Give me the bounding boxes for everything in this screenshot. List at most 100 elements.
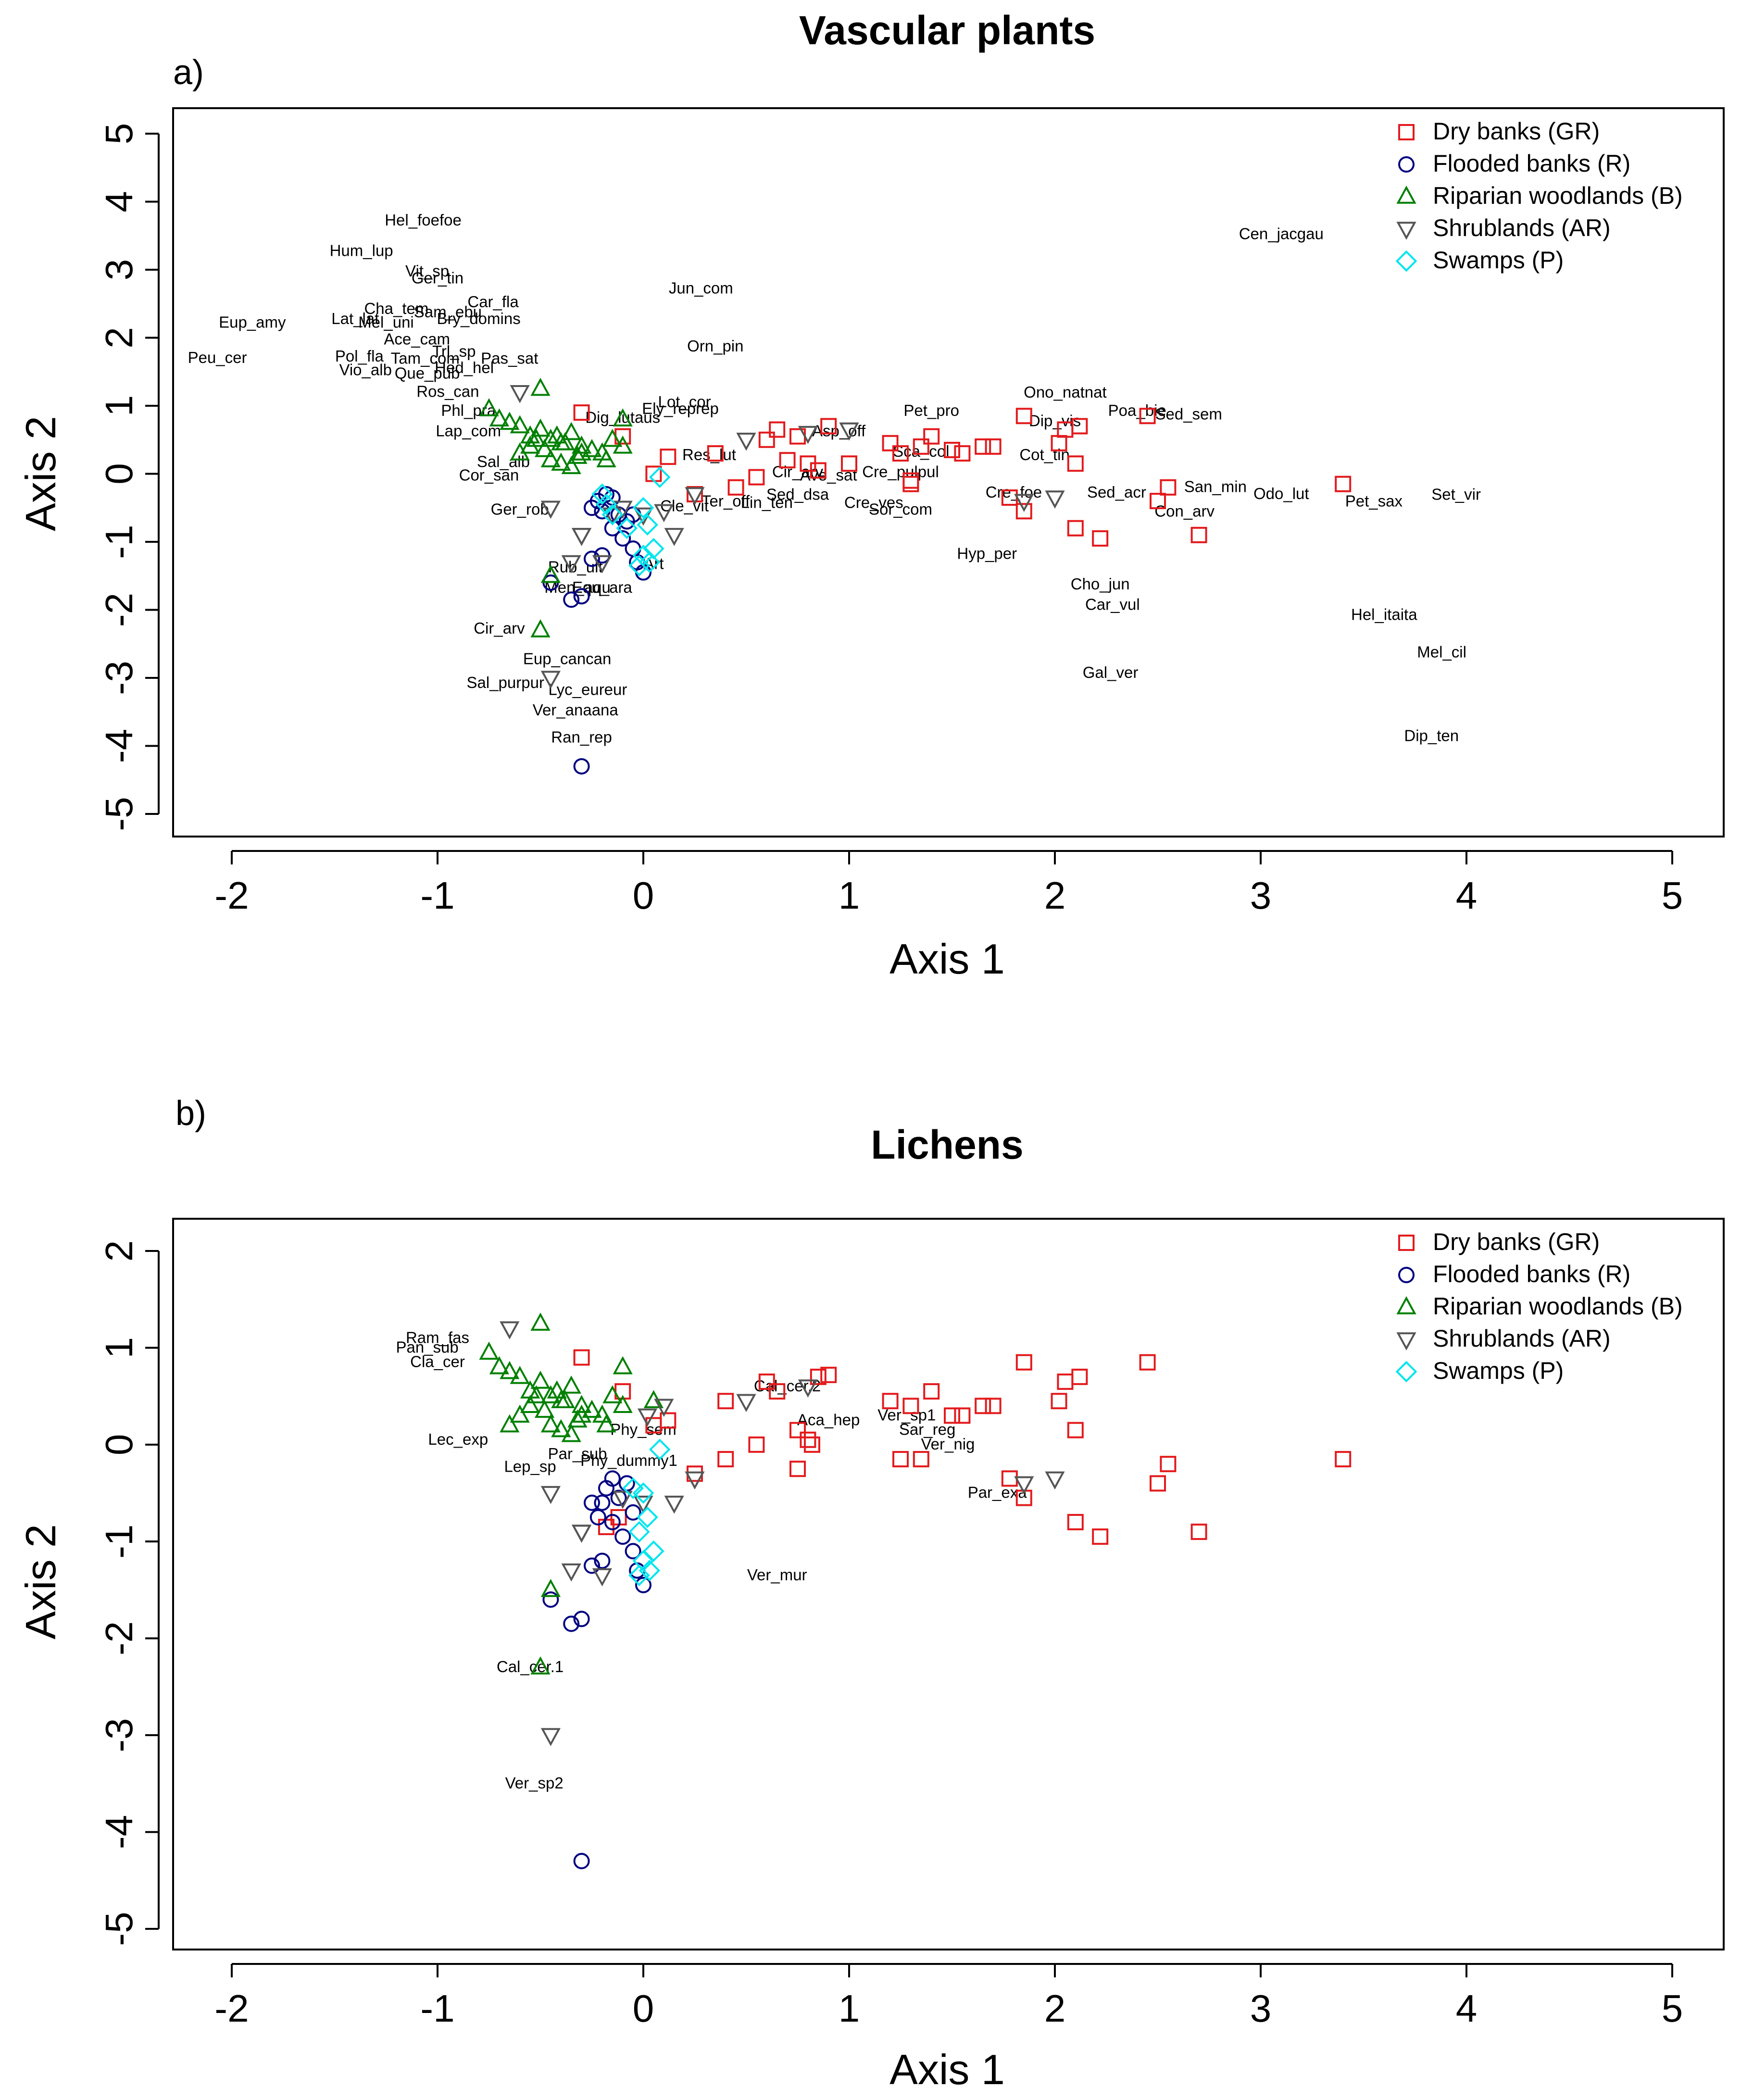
triangle-up-point xyxy=(582,439,602,457)
diamond-point xyxy=(639,551,661,573)
square-point xyxy=(707,445,724,462)
species-label: Pan_sub xyxy=(396,1338,458,1356)
square-point xyxy=(944,441,960,458)
circle-point xyxy=(584,1494,600,1511)
square-point xyxy=(748,469,765,486)
triangle-up-point xyxy=(530,377,551,396)
species-label: Lin_ten xyxy=(741,493,793,511)
y-tick-label: 2 xyxy=(98,1240,140,1262)
triangle-up-point xyxy=(596,449,616,467)
circle-point xyxy=(618,1475,635,1492)
y-axis-title-a: Axis 2 xyxy=(17,416,64,531)
triangle-up-point xyxy=(561,1375,581,1394)
species-label: Cho_jun xyxy=(1071,575,1130,593)
diamond-point xyxy=(637,1506,658,1528)
triangle-up-point xyxy=(582,1400,602,1418)
triangle-down-point xyxy=(839,422,859,441)
x-tick-label: -2 xyxy=(214,874,249,917)
circle-point xyxy=(614,530,631,547)
triangle-up-point xyxy=(561,456,581,475)
species-label: Hed_hel xyxy=(435,359,494,376)
species-label: Bry_domins xyxy=(437,310,520,327)
triangle-up-point xyxy=(613,435,633,454)
species-label: Hel_itaita xyxy=(1351,606,1417,624)
triangle-up-point xyxy=(500,412,520,430)
triangle-up-point xyxy=(540,428,561,447)
triangle-up-point xyxy=(551,1419,571,1438)
legend-label: Swamps (P) xyxy=(1433,1357,1564,1384)
circle-point xyxy=(594,1494,611,1511)
species-label: Cre_foe xyxy=(986,483,1042,501)
square-point xyxy=(1092,1528,1109,1545)
diamond-point xyxy=(601,504,624,525)
y-tick-label: -1 xyxy=(98,525,140,559)
triangle-up-point xyxy=(500,1361,520,1379)
species-label: Sal_purpur xyxy=(467,674,544,691)
triangle-down-point xyxy=(685,1471,705,1490)
species-label: Lap_com xyxy=(436,422,501,440)
legend-marker xyxy=(1395,1361,1417,1383)
square-point xyxy=(800,1431,816,1448)
triangle-up-point xyxy=(540,1414,561,1433)
square-point xyxy=(944,1407,960,1424)
species-label: Ver_mur xyxy=(747,1566,807,1584)
circle-point xyxy=(573,588,590,605)
species-label: Ave_sat xyxy=(800,466,857,484)
triangle-up-point xyxy=(500,1414,520,1433)
triangle-down-point xyxy=(540,1486,561,1504)
triangle-up-point xyxy=(540,1385,561,1403)
square-point xyxy=(923,1383,940,1400)
square-point xyxy=(769,421,786,438)
square-point xyxy=(1335,1451,1352,1468)
square-point xyxy=(1190,526,1207,543)
legend-marker xyxy=(1398,124,1415,140)
species-label: Jun_com xyxy=(669,279,733,297)
triangle-down-point xyxy=(1014,1476,1034,1495)
triangle-up-point xyxy=(534,439,555,457)
y-tick-label: -4 xyxy=(98,729,140,763)
circle-point xyxy=(610,1489,627,1506)
triangle-up-point xyxy=(547,1380,567,1399)
triangle-up-point xyxy=(510,1404,530,1423)
triangle-down-point xyxy=(798,1379,818,1398)
species-label: Mel_uni xyxy=(358,313,414,331)
square-point xyxy=(985,438,1002,455)
species-label: Sed_sem xyxy=(1155,405,1222,423)
species-label: Lat_lat xyxy=(331,310,379,327)
diamond-point xyxy=(632,497,654,519)
circle-point xyxy=(625,1504,641,1521)
square-point xyxy=(913,1451,929,1468)
circle-point xyxy=(604,520,621,537)
triangle-up-point xyxy=(510,1365,530,1384)
plot-frame-a xyxy=(172,107,1725,838)
diamond-point xyxy=(639,1560,661,1582)
square-point xyxy=(913,438,929,455)
species-label: Ely_reprep xyxy=(642,400,719,417)
y-tick-label: 4 xyxy=(98,191,140,212)
square-point xyxy=(1071,418,1088,435)
species-label: Trl_sp xyxy=(432,342,476,360)
square-point xyxy=(1139,408,1156,425)
triangle-up-point xyxy=(489,408,510,427)
circle-point xyxy=(629,1562,646,1579)
circle-point xyxy=(594,1552,611,1569)
y-tick-label: 1 xyxy=(98,395,140,417)
square-point xyxy=(1051,1393,1067,1410)
triangle-up-point xyxy=(567,446,588,464)
x-tick-label: 3 xyxy=(1250,1987,1272,2030)
triangle-down-point xyxy=(613,1490,633,1509)
species-label: Cla_cer xyxy=(410,1353,465,1371)
circle-point xyxy=(589,1509,606,1525)
legend-marker xyxy=(1398,1267,1415,1283)
species-label: Pol_fla xyxy=(335,347,384,365)
triangle-up-point xyxy=(571,1404,592,1423)
species-label: Par_exa xyxy=(968,1484,1027,1501)
triangle-up-point xyxy=(602,1385,623,1403)
x-axis-title-b: Axis 1 xyxy=(889,2046,1005,2093)
legend-marker xyxy=(1396,1296,1416,1314)
triangle-up-point xyxy=(613,1395,633,1413)
square-point xyxy=(727,479,744,496)
triangle-down-point xyxy=(736,1394,756,1412)
triangle-down-point xyxy=(664,1495,684,1514)
